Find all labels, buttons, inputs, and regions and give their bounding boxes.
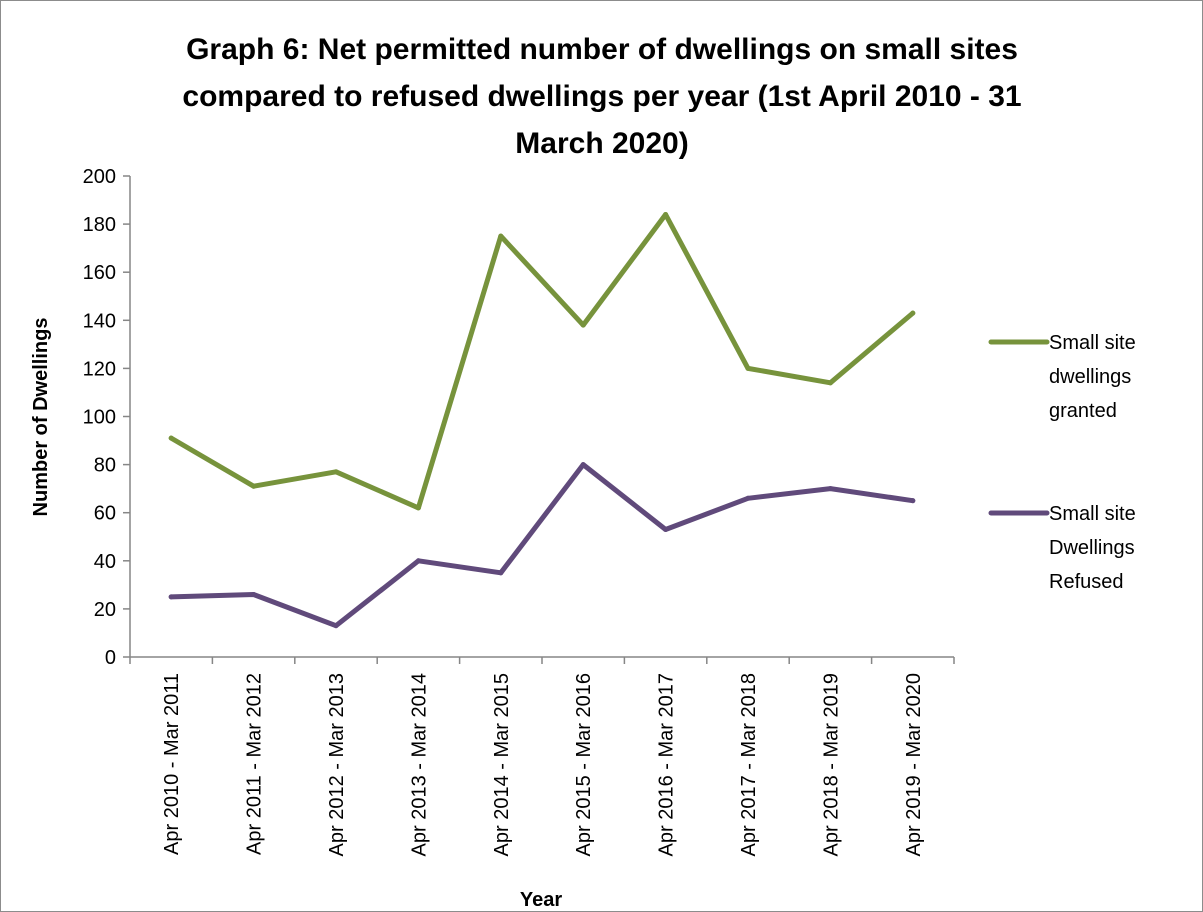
x-tick-label: Apr 2015 - Mar 2016: [573, 673, 595, 856]
data-point: [168, 594, 174, 600]
data-point: [745, 495, 751, 501]
data-point: [580, 322, 586, 328]
data-point: [580, 462, 586, 468]
y-tick-label: 120: [83, 358, 116, 380]
legend-label: Refused: [1049, 571, 1124, 593]
chart-title-line: Graph 6: Net permitted number of dwellin…: [186, 33, 1018, 66]
data-point: [333, 469, 339, 475]
data-point: [827, 380, 833, 386]
data-point: [333, 623, 339, 629]
data-point: [827, 486, 833, 492]
x-tick-label: Apr 2016 - Mar 2017: [656, 673, 678, 856]
data-point: [910, 498, 916, 504]
data-point: [910, 310, 916, 316]
y-tick-label: 200: [83, 166, 116, 188]
y-tick-label: 80: [94, 455, 116, 477]
y-tick-label: 140: [83, 310, 116, 332]
x-tick-label: Apr 2017 - Mar 2018: [738, 673, 760, 856]
y-tick-label: 40: [94, 551, 116, 573]
x-tick-label: Apr 2012 - Mar 2013: [326, 673, 348, 856]
x-axis-title: Year: [520, 889, 562, 911]
series-lines: [168, 211, 916, 629]
legend: Small site dwellings granted Small site Dwel…: [988, 332, 1136, 593]
x-axis: Apr 2010 - Mar 2011 Apr 2011 - Mar 2012 Ap…: [129, 656, 955, 856]
chart-title-line: March 2020): [515, 127, 688, 160]
data-point: [663, 527, 669, 533]
data-point: [251, 483, 257, 489]
y-tick-label: 160: [83, 262, 116, 284]
data-point: [168, 435, 174, 441]
series-line-0: [168, 212, 916, 511]
y-tick-label: 100: [83, 407, 116, 429]
legend-label: Small site: [1049, 503, 1136, 525]
data-point: [663, 211, 669, 217]
x-tick-label: Apr 2010 - Mar 2011: [161, 673, 183, 855]
y-tick-label: 0: [105, 647, 116, 669]
data-point: [745, 365, 751, 371]
y-axis: 0 20 40 60 80 100 120 140 160 180 200: [83, 166, 131, 669]
data-point: [415, 558, 421, 564]
y-axis-title: Number of Dwellings: [30, 318, 52, 517]
y-tick-label: 20: [94, 599, 116, 621]
series-line-1: [168, 462, 916, 629]
chart-title: Graph 6: Net permitted number of dwellin…: [182, 33, 1021, 160]
x-tick-label: Apr 2019 - Mar 2020: [903, 673, 925, 856]
legend-label: Small site: [1049, 332, 1136, 354]
x-tick-label: Apr 2013 - Mar 2014: [408, 673, 430, 856]
data-point: [415, 505, 421, 511]
chart-title-line: compared to refused dwellings per year (…: [182, 80, 1021, 113]
x-tick-label: Apr 2014 - Mar 2015: [491, 673, 513, 856]
y-tick-label: 180: [83, 214, 116, 236]
data-point: [498, 233, 504, 239]
legend-label: granted: [1049, 400, 1117, 422]
legend-label: Dwellings: [1049, 537, 1135, 559]
legend-label: dwellings: [1049, 366, 1131, 388]
x-tick-label: Apr 2011 - Mar 2012: [244, 673, 266, 855]
y-tick-label: 60: [94, 503, 116, 525]
data-point: [498, 570, 504, 576]
x-tick-label: Apr 2018 - Mar 2019: [820, 673, 842, 856]
data-point: [251, 591, 257, 597]
